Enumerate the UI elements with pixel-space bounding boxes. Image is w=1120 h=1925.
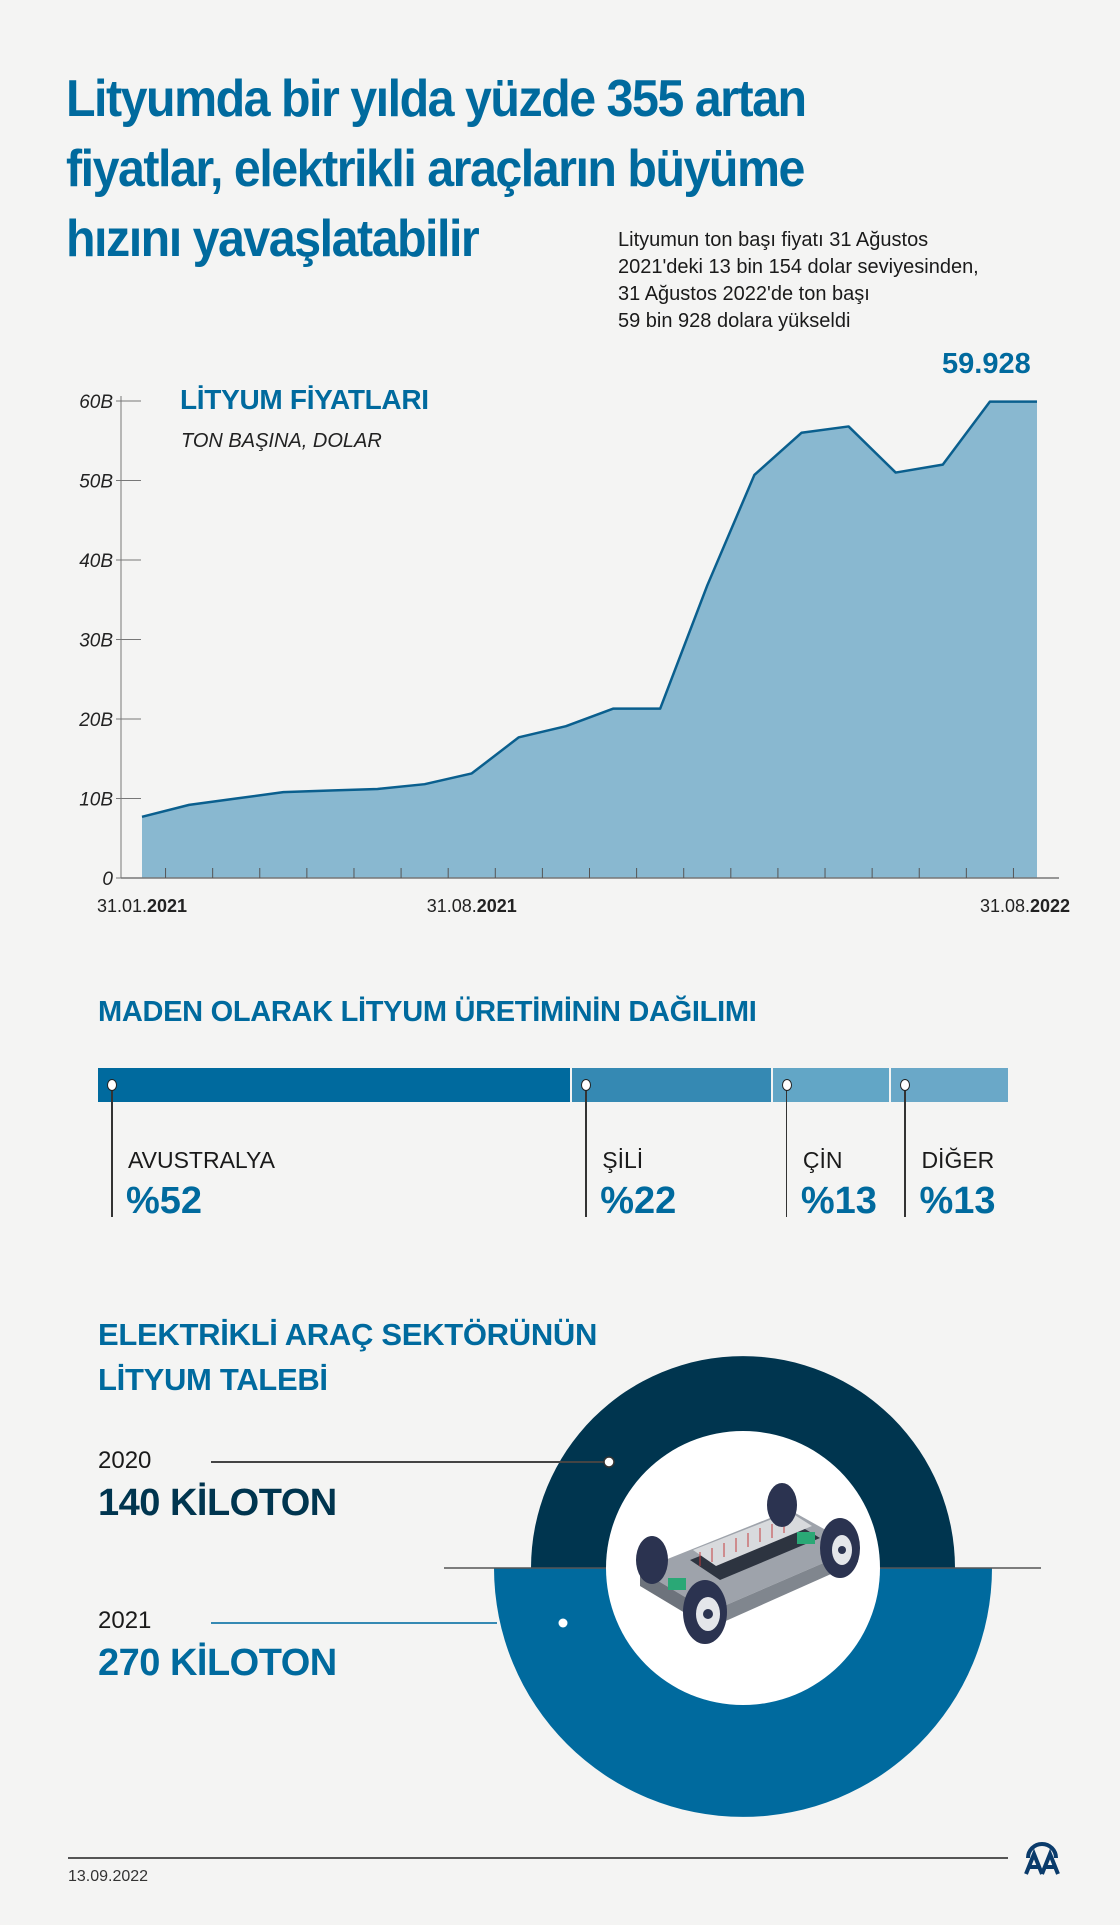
footer-date: 13.09.2022: [68, 1868, 149, 1885]
chart-title: LİTYUM FİYATLARI: [180, 384, 429, 415]
demand-title: ELEKTRİKLİ ARAÇ SEKTÖRÜNÜN LİTYUM TALEBİ: [98, 1312, 597, 1402]
demand-title-line: LİTYUM TALEBİ: [98, 1362, 328, 1397]
x-tick-label: 31.08.2021: [427, 896, 517, 916]
subtitle-line: 31 Ağustos 2022'de ton başı: [618, 283, 870, 305]
x-tick-label: 31.08.2022: [980, 896, 1070, 916]
area-fill: [142, 401, 1037, 878]
subtitle-line: Lityumun ton başı fiyatı 31 Ağustos: [618, 229, 929, 251]
demand-2021-value: 270 KİLOTON: [98, 1642, 337, 1684]
subtitle-line: 2021'deki 13 bin 154 dolar seviyesinden,: [618, 256, 979, 278]
ev-chassis-icon: [636, 1483, 860, 1644]
y-tick-label: 50B: [79, 472, 113, 493]
title-line: hızını yavaşlatabilir: [66, 210, 480, 268]
main-title: Lityumda bir yılda yüzde 355 artan fiyat…: [66, 64, 861, 274]
x-tick-label: 31.01.2021: [97, 896, 187, 916]
y-tick-label: 10B: [79, 790, 113, 811]
title-line: Lityumda bir yılda yüzde 355 artan: [66, 70, 807, 128]
y-tick-label: 30B: [79, 631, 113, 652]
footer-divider: [68, 1857, 1008, 1859]
demand-title-line: ELEKTRİKLİ ARAÇ SEKTÖRÜNÜN: [98, 1317, 598, 1352]
dot-2020: [603, 1456, 615, 1468]
last-value-annotation: 59.928: [942, 348, 1031, 380]
y-tick-label: 0: [102, 869, 113, 890]
area-line: [141, 400, 1037, 818]
price-area-chart: 0 10B 20B 30B 40B 50B 60B 31.01.2021 31.08.2021 3…: [78, 392, 1070, 916]
title-line: fiyatlar, elektrikli araçların büyüme: [66, 140, 805, 198]
y-tick-label: 60B: [79, 392, 113, 413]
aa-logo-icon: [1024, 1842, 1060, 1875]
y-tick-label: 20B: [78, 710, 113, 731]
demand-2020-value: 140 KİLOTON: [98, 1482, 337, 1524]
dot-2021: [558, 1618, 568, 1628]
subtitle-line: 59 bin 928 dolara yükseldi: [618, 310, 851, 332]
y-tick-label: 40B: [79, 551, 113, 572]
year-2021-label: 2021: [98, 1607, 152, 1634]
year-2020-label: 2020: [98, 1447, 152, 1474]
subtitle: Lityumun ton başı fiyatı 31 Ağustos 2021…: [618, 227, 979, 335]
chart-subtitle: TON BAŞINA, DOLAR: [181, 430, 382, 452]
distribution-title: MADEN OLARAK LİTYUM ÜRETİMİNİN DAĞILIMI: [98, 996, 757, 1028]
